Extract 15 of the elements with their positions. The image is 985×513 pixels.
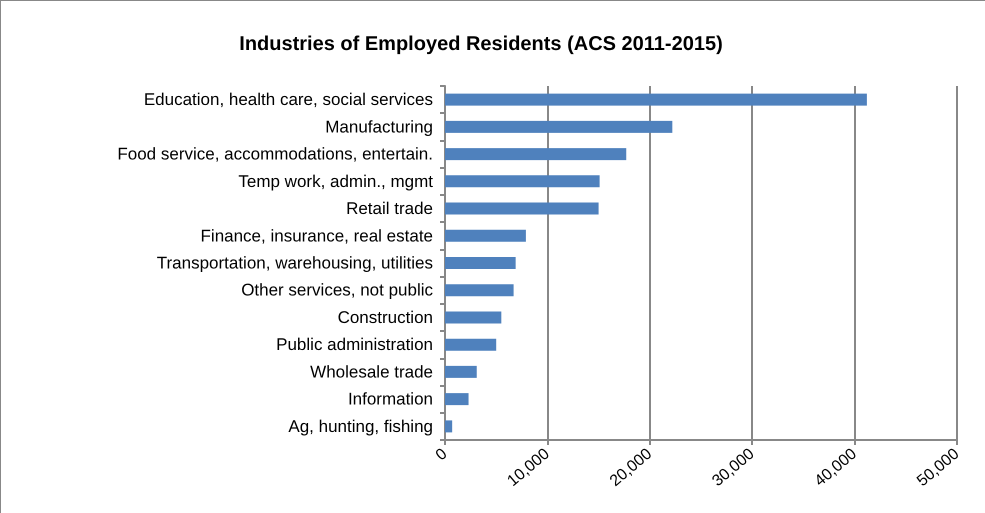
- y-tick-label: Manufacturing: [325, 117, 433, 136]
- y-tick-label: Construction: [338, 308, 433, 327]
- y-tick-label: Wholesale trade: [310, 362, 433, 382]
- x-tick-label: 0: [432, 445, 451, 464]
- y-tick-label: Ag, hunting, fishing: [288, 416, 433, 436]
- y-tick-label: Other services, not public: [241, 280, 434, 300]
- y-tick-label: Transportation, warehousing, utilities: [156, 254, 433, 272]
- y-tick-label: Public administration: [276, 335, 433, 354]
- y-tick-label: Information: [348, 390, 433, 409]
- y-tick-label: Retail trade: [346, 199, 433, 218]
- y-tick-label: Food service, accommodations, entertain.: [117, 144, 433, 164]
- chart-title: Industries of Employed Residents (ACS 2011-2015): [239, 33, 723, 55]
- y-tick-label: Education, health care, social services: [144, 90, 433, 110]
- y-tick-label: Finance, insurance, real estate: [200, 226, 433, 246]
- y-tick-label: Temp work, admin., mgmt: [238, 172, 434, 191]
